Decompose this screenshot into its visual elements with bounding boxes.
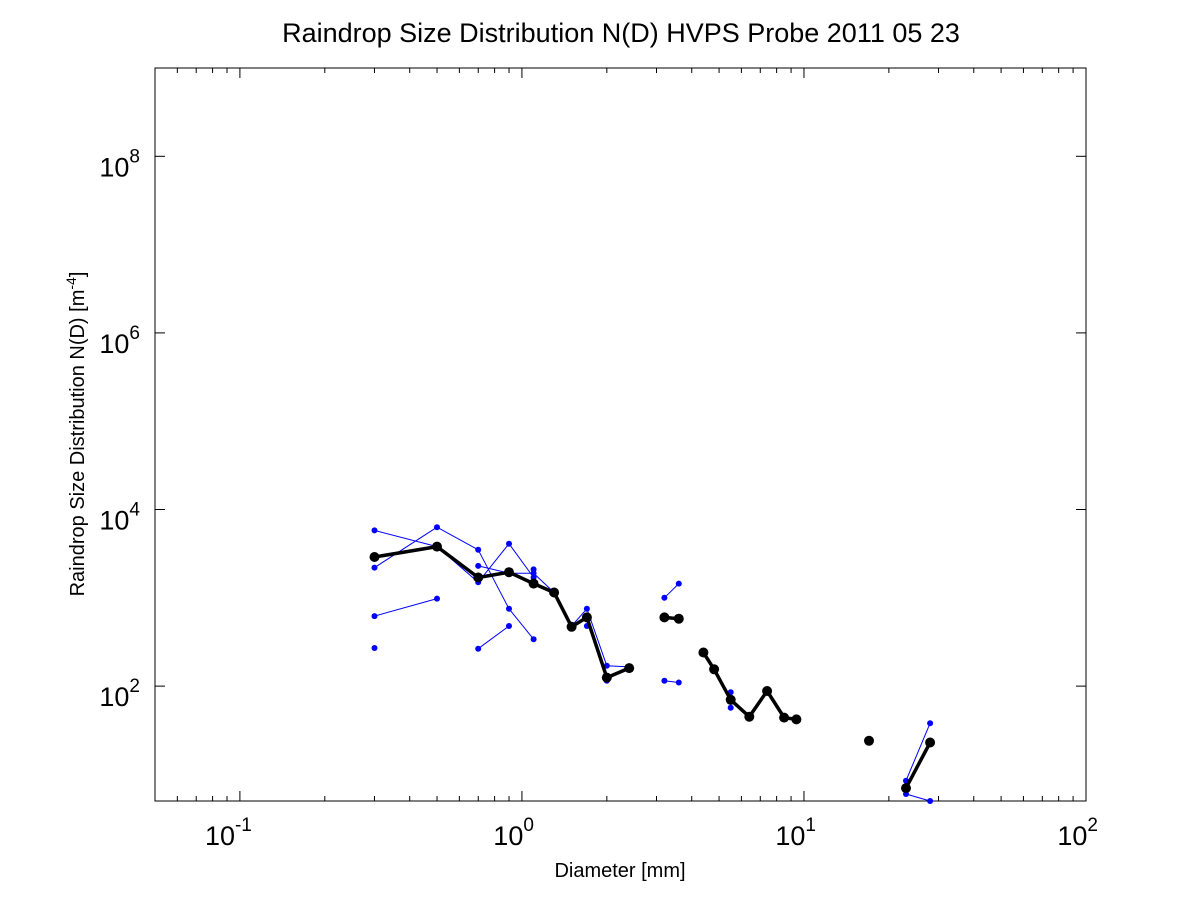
series-line (374, 598, 438, 617)
mean-point (901, 783, 911, 794)
data-point (506, 540, 512, 547)
data-point (603, 662, 610, 669)
mean-point (432, 541, 442, 552)
mean-point (791, 714, 802, 725)
mean-line (904, 741, 932, 789)
mean-point (369, 552, 380, 562)
mean-point (925, 737, 936, 748)
mean-point (473, 572, 484, 583)
data-point (371, 645, 378, 651)
mean-line (374, 544, 630, 680)
data-point (727, 704, 734, 711)
x-tick-label: 102 (1057, 815, 1098, 851)
data-point (661, 594, 668, 601)
minor-ticks (176, 68, 1074, 801)
data-point (475, 546, 482, 553)
mean-point (864, 735, 874, 746)
y-tick-label: 104 (99, 500, 140, 536)
data-point (530, 566, 537, 573)
x-tick-labels: 10-1 100 101 102 (205, 815, 1098, 851)
data-point (927, 720, 934, 727)
mean-point (549, 587, 560, 598)
y-tick-labels: 102 104 106 108 (99, 146, 140, 712)
data-point (583, 605, 590, 612)
x-tick-label: 100 (493, 815, 534, 851)
data-point (475, 562, 482, 569)
major-ticks (155, 68, 1087, 801)
y-axis-label: Raindrop Size Distribution N(D) [m-4] (63, 272, 89, 597)
data-point (434, 595, 440, 602)
data-point (927, 798, 934, 804)
y-tick-label: 102 (99, 676, 140, 712)
series-line (477, 625, 510, 650)
series-line (905, 793, 931, 802)
mean-point (504, 567, 514, 578)
mean-point (673, 613, 684, 624)
data-point (371, 613, 378, 620)
mean-point (528, 578, 539, 589)
data-point (675, 679, 682, 686)
mean-point (725, 694, 736, 705)
series-layer (369, 524, 936, 804)
mean-point (709, 664, 720, 675)
y-tick-label: 108 (99, 146, 140, 182)
mean-point (566, 621, 577, 632)
data-point (371, 564, 378, 571)
data-point (371, 527, 378, 534)
mean-point (601, 672, 612, 683)
x-tick-label: 101 (775, 815, 816, 851)
series-line (905, 723, 931, 781)
mean-series (369, 541, 936, 794)
mean-point (624, 663, 635, 674)
mean-point (698, 647, 709, 658)
data-point (661, 677, 668, 684)
y-tick-label: 106 (99, 323, 140, 359)
data-point (475, 645, 482, 652)
mean-point (659, 612, 670, 623)
data-point (506, 605, 512, 612)
mean-point (779, 712, 790, 723)
mean-point (762, 686, 773, 696)
x-axis-label: Diameter [mm] (554, 860, 685, 882)
data-point (434, 524, 440, 531)
mean-point (744, 711, 755, 722)
individual-series-1 (371, 524, 537, 643)
data-point (675, 580, 682, 587)
data-point (530, 636, 537, 643)
chart-title: Raindrop Size Distribution N(D) HVPS Pro… (282, 18, 960, 48)
series-line (664, 583, 680, 599)
data-point (506, 623, 512, 629)
x-tick-label: 10-1 (205, 815, 252, 851)
mean-point (581, 612, 592, 623)
plot-area (154, 67, 1087, 802)
